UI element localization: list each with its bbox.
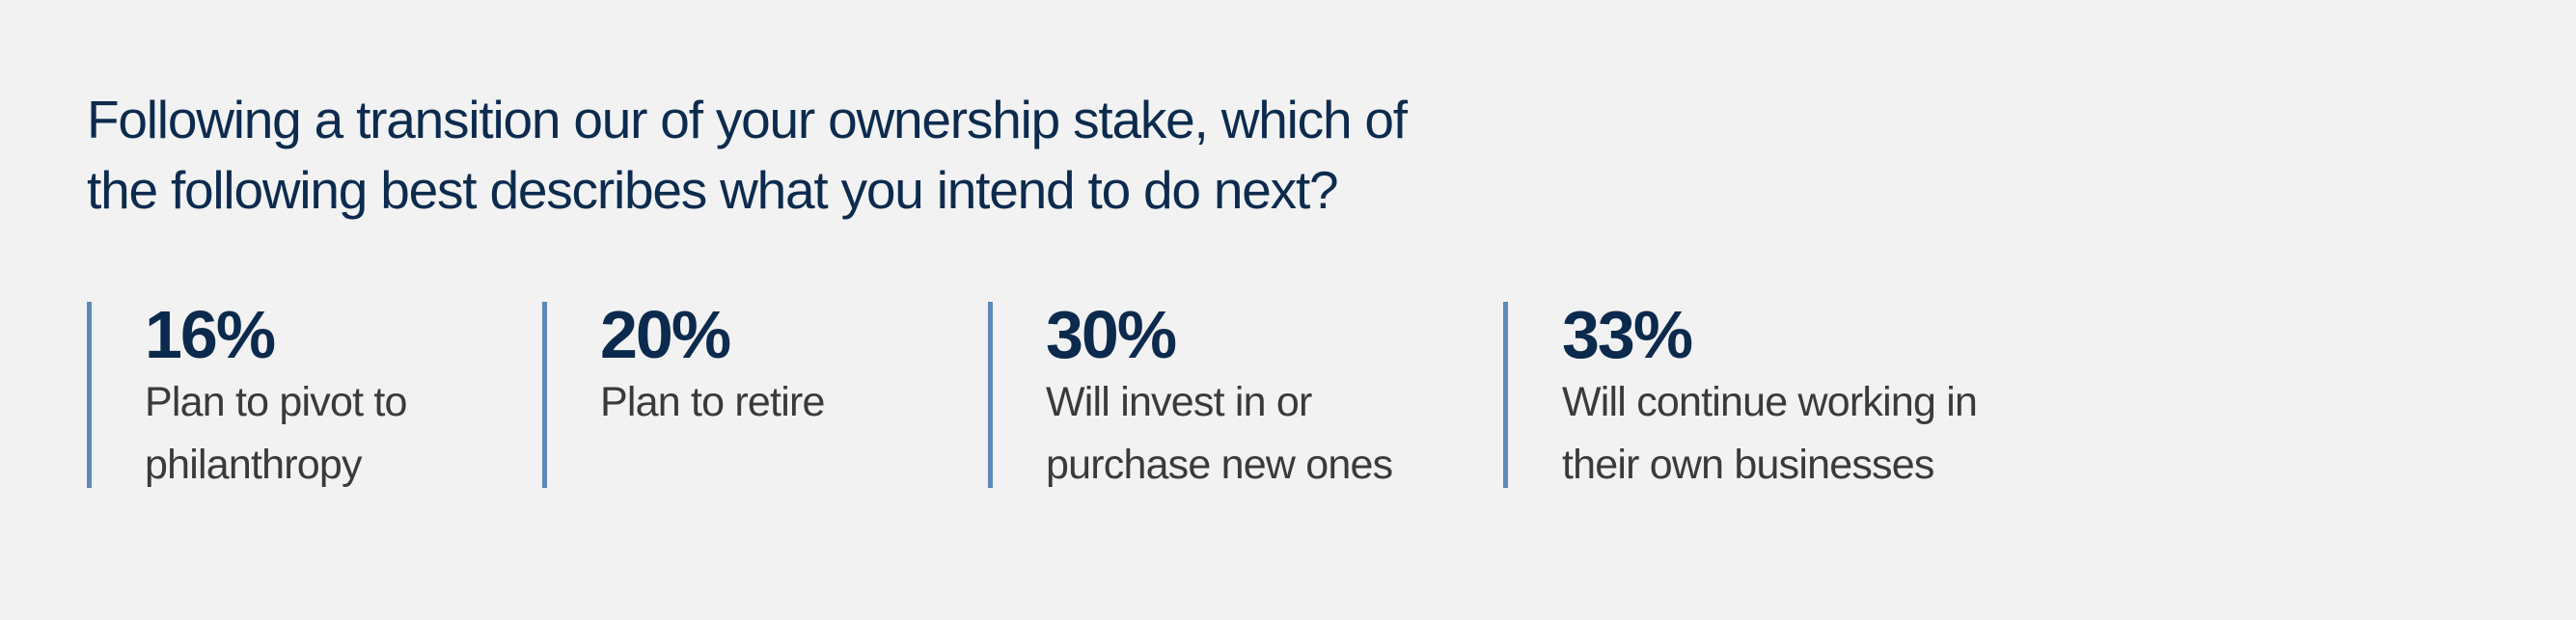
title-line: Following a transition our of your owner… — [87, 90, 1408, 149]
stat-invest: 30% Will invest in or purchase new ones — [988, 297, 1393, 488]
stat-label-line: Will invest in or — [1046, 379, 1312, 425]
stat-label-line: Will continue working in — [1562, 379, 1978, 425]
stat-label: Plan to retire — [600, 371, 825, 434]
stat-percent: 16% — [145, 297, 276, 372]
stat-percent: 33% — [1562, 297, 1693, 372]
stat-label: Plan to pivot to philanthropy — [145, 371, 407, 497]
stat-retire: 20% Plan to retire — [542, 297, 825, 488]
stat-label-line: philanthropy — [145, 442, 362, 488]
stat-percent: 20% — [600, 297, 731, 372]
title-line: the following best describes what you in… — [87, 160, 1339, 220]
stat-philanthropy: 16% Plan to pivot to philanthropy — [87, 297, 407, 488]
stat-label-line: purchase new ones — [1046, 442, 1393, 488]
stat-label-line: Plan to pivot to — [145, 379, 407, 425]
stat-continue-working: 33% Will continue working in their own b… — [1503, 297, 1978, 488]
stat-label-line: their own businesses — [1562, 442, 1934, 488]
stat-label: Will invest in or purchase new ones — [1046, 371, 1393, 497]
survey-question-title: Following a transition our of your owner… — [87, 85, 1408, 226]
stat-label-line: Plan to retire — [600, 379, 825, 425]
stat-percent: 30% — [1046, 297, 1177, 372]
stat-label: Will continue working in their own busin… — [1562, 371, 1978, 497]
